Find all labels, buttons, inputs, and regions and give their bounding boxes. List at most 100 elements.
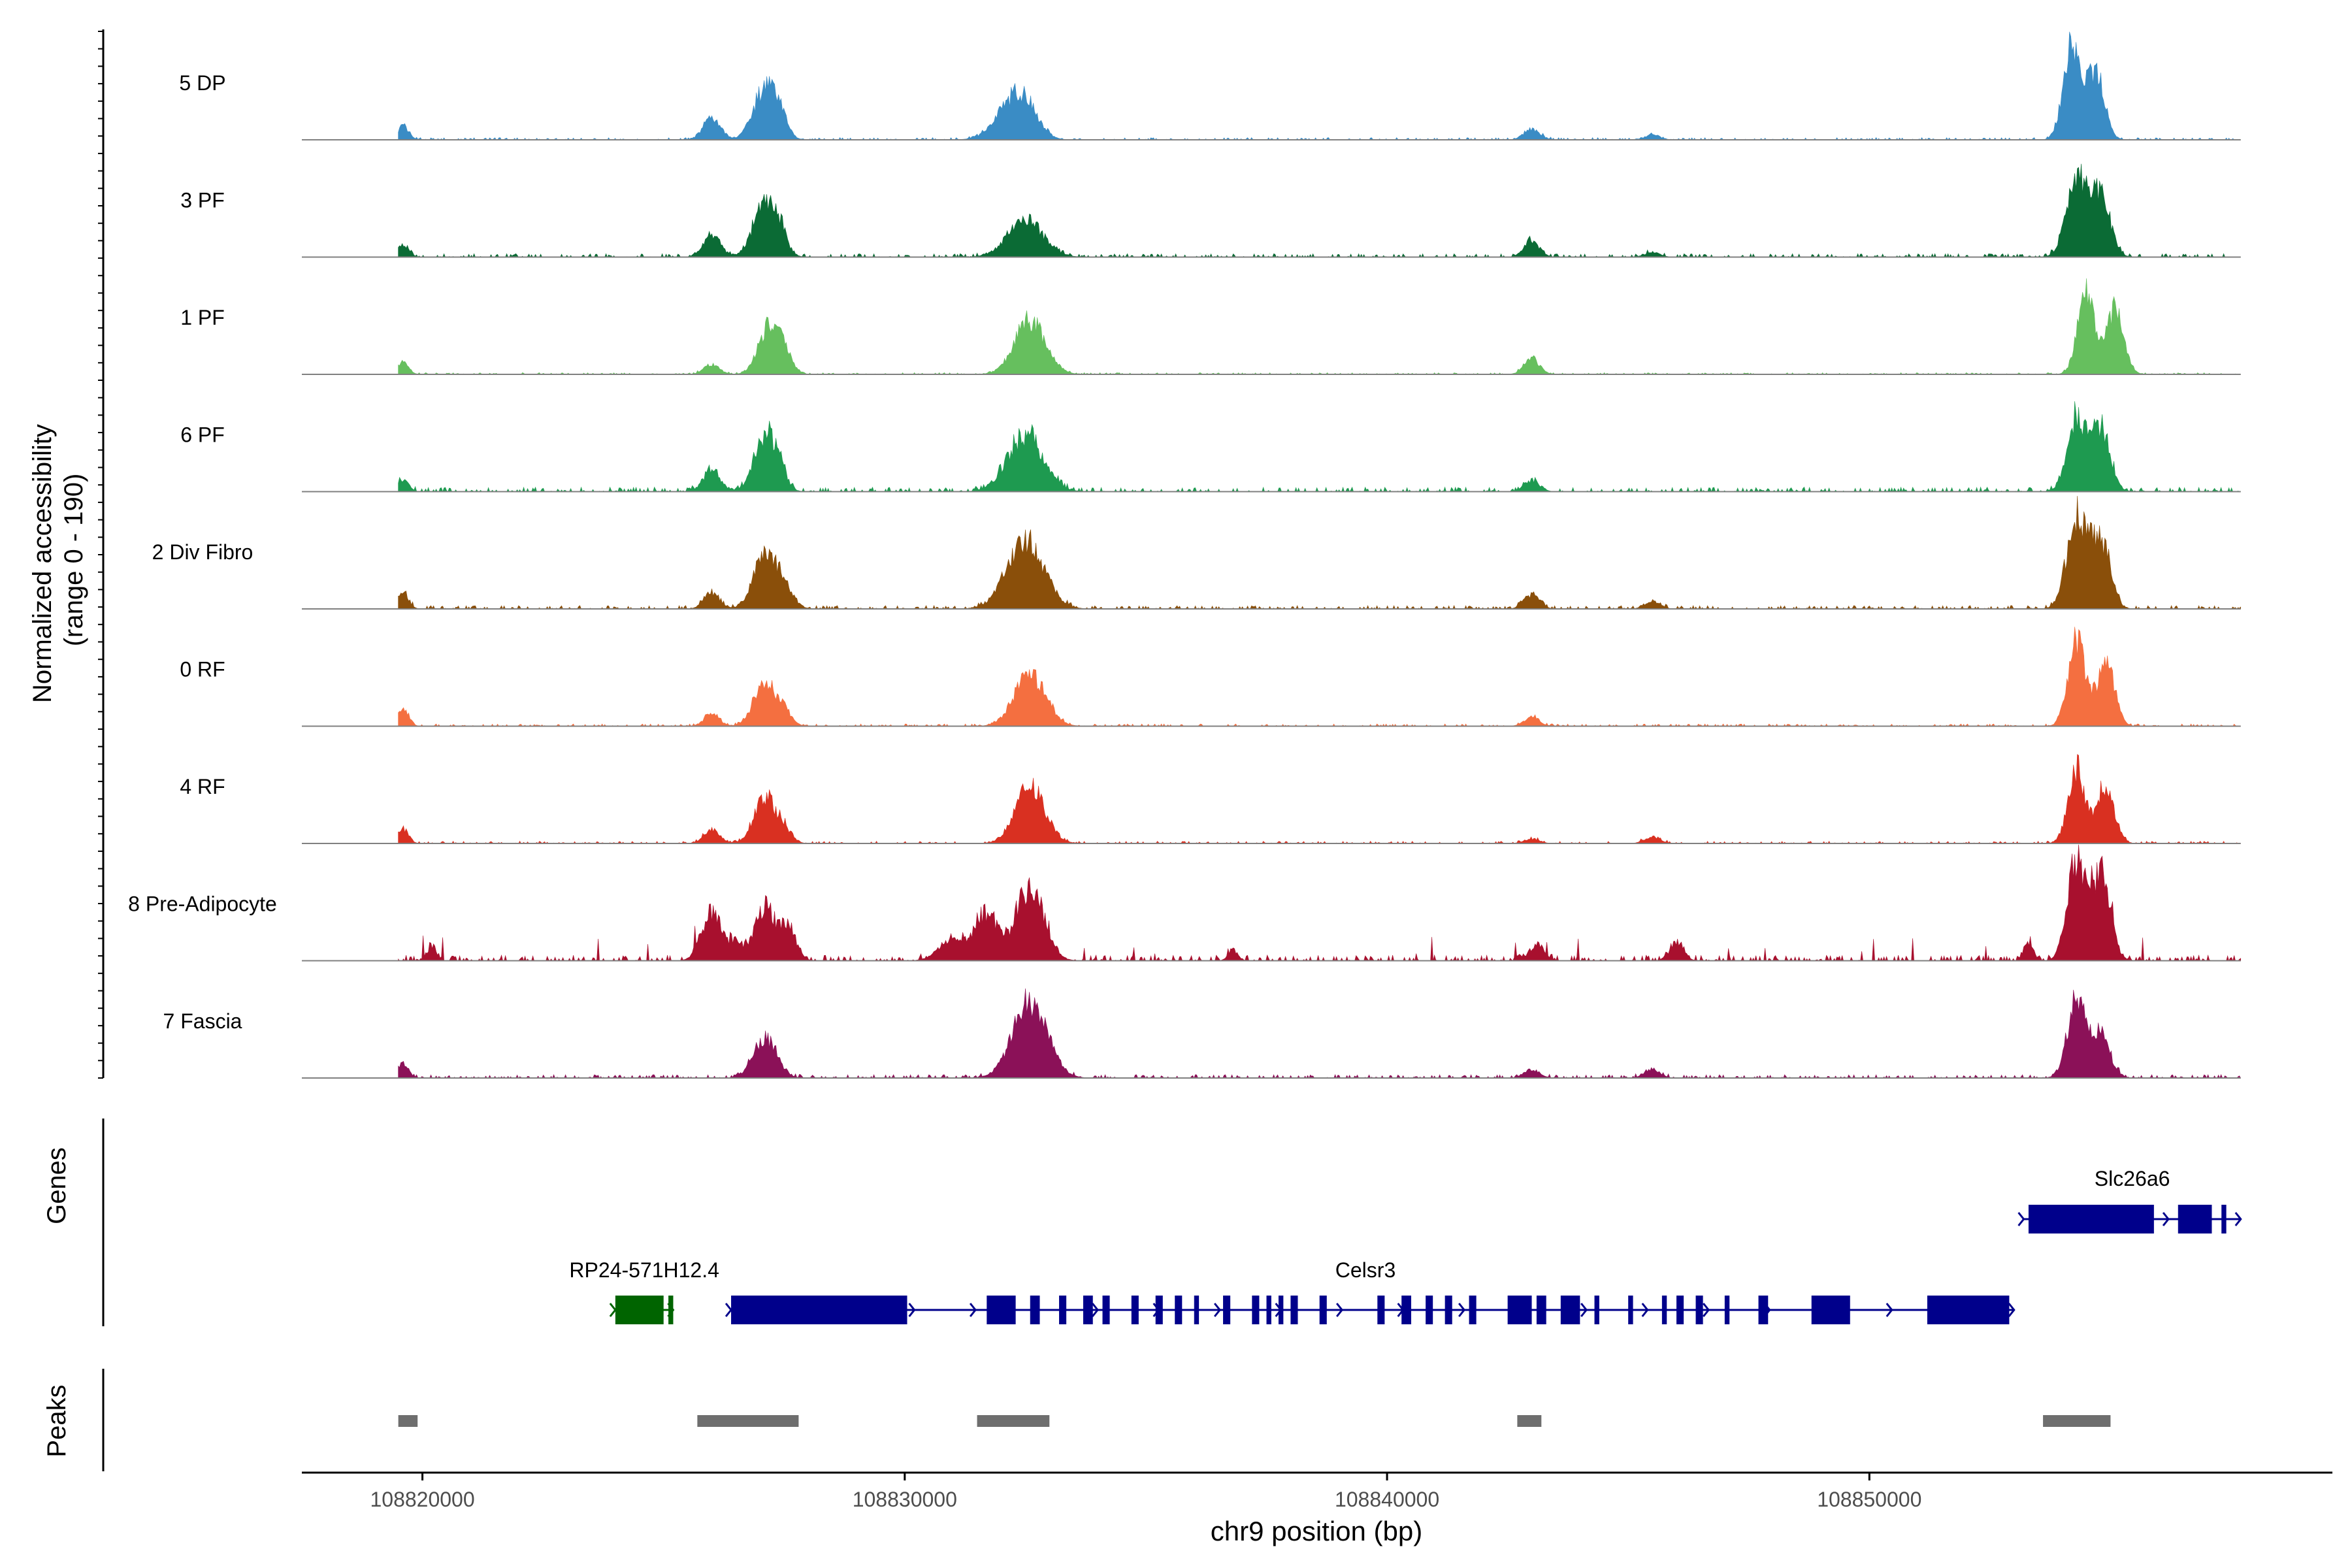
gene-label: Slc26a6 [2095,1167,2170,1190]
track-8-pre-adipocyte: 8 Pre-Adipocyte [128,844,2242,962]
exon [1676,1296,1684,1324]
track-5-dp: 5 DP [179,31,2241,140]
exon [1266,1296,1271,1324]
coverage-area [398,163,2241,258]
exon [1695,1296,1703,1324]
exon [1252,1296,1260,1324]
y-axis-label-line2: (range 0 - 190) [59,474,88,647]
exon [1175,1296,1183,1324]
x-axis: 108820000 108830000 108840000 108850000 [302,1471,2332,1511]
strand-arrow [1703,1303,1710,1317]
x-axis-label: chr9 position (bp) [1211,1516,1423,1546]
coverage-area [398,844,2242,962]
coverage-area [398,496,2242,610]
track-label: 0 RF [180,658,225,681]
exon [1194,1296,1200,1324]
exon [1758,1296,1769,1324]
exon [1661,1296,1667,1324]
exon [1594,1296,1599,1324]
exon [1401,1296,1411,1324]
exon [1030,1296,1040,1324]
x-tick-label: 108840000 [1335,1488,1439,1511]
strand-arrow [609,1303,617,1317]
track-7-fascia: 7 Fascia [163,988,2241,1079]
x-tick-label: 108850000 [1817,1488,1921,1511]
exon [2221,1205,2227,1233]
gene-rp24-571h12-4: RP24-571H12.4 [569,1258,719,1324]
strand-arrow [1091,1303,1100,1317]
coverage-tracks: 5 DP 3 PF 1 PF 6 PF 2 Div Fibro 0 RF 4 RF 8 Pre… [128,31,2242,1079]
exon [1560,1296,1580,1324]
coverage-area [398,401,2241,493]
y-axis-label-line1: Normalized accessibility [28,424,57,703]
track-label: 7 Fascia [163,1009,242,1033]
coverage-area [398,988,2241,1079]
strand-arrow [1458,1303,1466,1317]
strand-arrow [908,1303,916,1317]
genes-panel: Genes Slc26a6 RP24-571H12.4 Celsr3 [42,1119,2242,1326]
track-0-rf: 0 RF [180,627,2241,727]
track-label: 3 PF [180,189,225,212]
exon [1469,1296,1477,1324]
genes-panel-label: Genes [42,1147,71,1224]
peak-region [398,1415,418,1427]
exon [1059,1296,1067,1324]
coverage-area [398,278,2241,375]
exon [1628,1296,1633,1324]
gene-celsr3: Celsr3 [725,1258,2016,1324]
gene-slc26a6: Slc26a6 [2017,1167,2242,1233]
exon [1083,1296,1093,1324]
exon [1278,1296,1284,1324]
strand-arrow [2234,1212,2242,1226]
strand-arrow [1335,1303,1344,1317]
gene-label: Celsr3 [1335,1258,1396,1282]
exon [1223,1296,1231,1324]
exon [1811,1296,1850,1324]
x-tick-label: 108820000 [370,1488,474,1511]
x-tick-label: 108830000 [853,1488,957,1511]
y-axis-label: Normalized accessibility (range 0 - 190) [28,417,88,703]
exon [731,1296,907,1324]
track-label: 6 PF [180,423,225,447]
gene-label: RP24-571H12.4 [569,1258,719,1282]
peak-region [697,1415,799,1427]
exon [1377,1296,1385,1324]
strand-arrow [1641,1303,1649,1317]
strand-arrow [725,1303,732,1317]
strand-arrow [1886,1303,1893,1317]
strand-arrow [2017,1212,2025,1226]
coverage-area [398,31,2241,140]
exon [615,1296,664,1324]
exon [1507,1296,1532,1324]
exon [1319,1296,1327,1324]
track-label: 5 DP [179,71,225,95]
strand-arrow [1580,1303,1588,1317]
coverage-area [398,627,2241,727]
track-label: 8 Pre-Adipocyte [128,892,277,916]
exon [1927,1296,2010,1324]
peaks-panel: Peaks [42,1369,2111,1471]
exon [1724,1296,1730,1324]
strand-arrow [2162,1212,2170,1226]
strand-arrow [969,1303,977,1317]
strand-arrow [2008,1303,2016,1317]
track-1-pf: 1 PF [180,278,2241,375]
track-label: 1 PF [180,306,225,329]
peak-region [2043,1415,2111,1427]
track-3-pf: 3 PF [180,163,2241,258]
exon [2028,1205,2154,1233]
exon [1131,1296,1139,1324]
peak-region [1517,1415,1542,1427]
exon [1445,1296,1452,1324]
y-axis [98,29,105,1079]
exon [1536,1296,1546,1324]
exon [1155,1296,1163,1324]
exon [1102,1296,1110,1324]
peak-region [977,1415,1050,1427]
track-2-div-fibro: 2 Div Fibro [152,496,2242,610]
peaks-panel-label: Peaks [42,1384,71,1457]
strand-arrow [1213,1303,1222,1317]
exon [668,1296,674,1324]
exon [2178,1205,2212,1233]
